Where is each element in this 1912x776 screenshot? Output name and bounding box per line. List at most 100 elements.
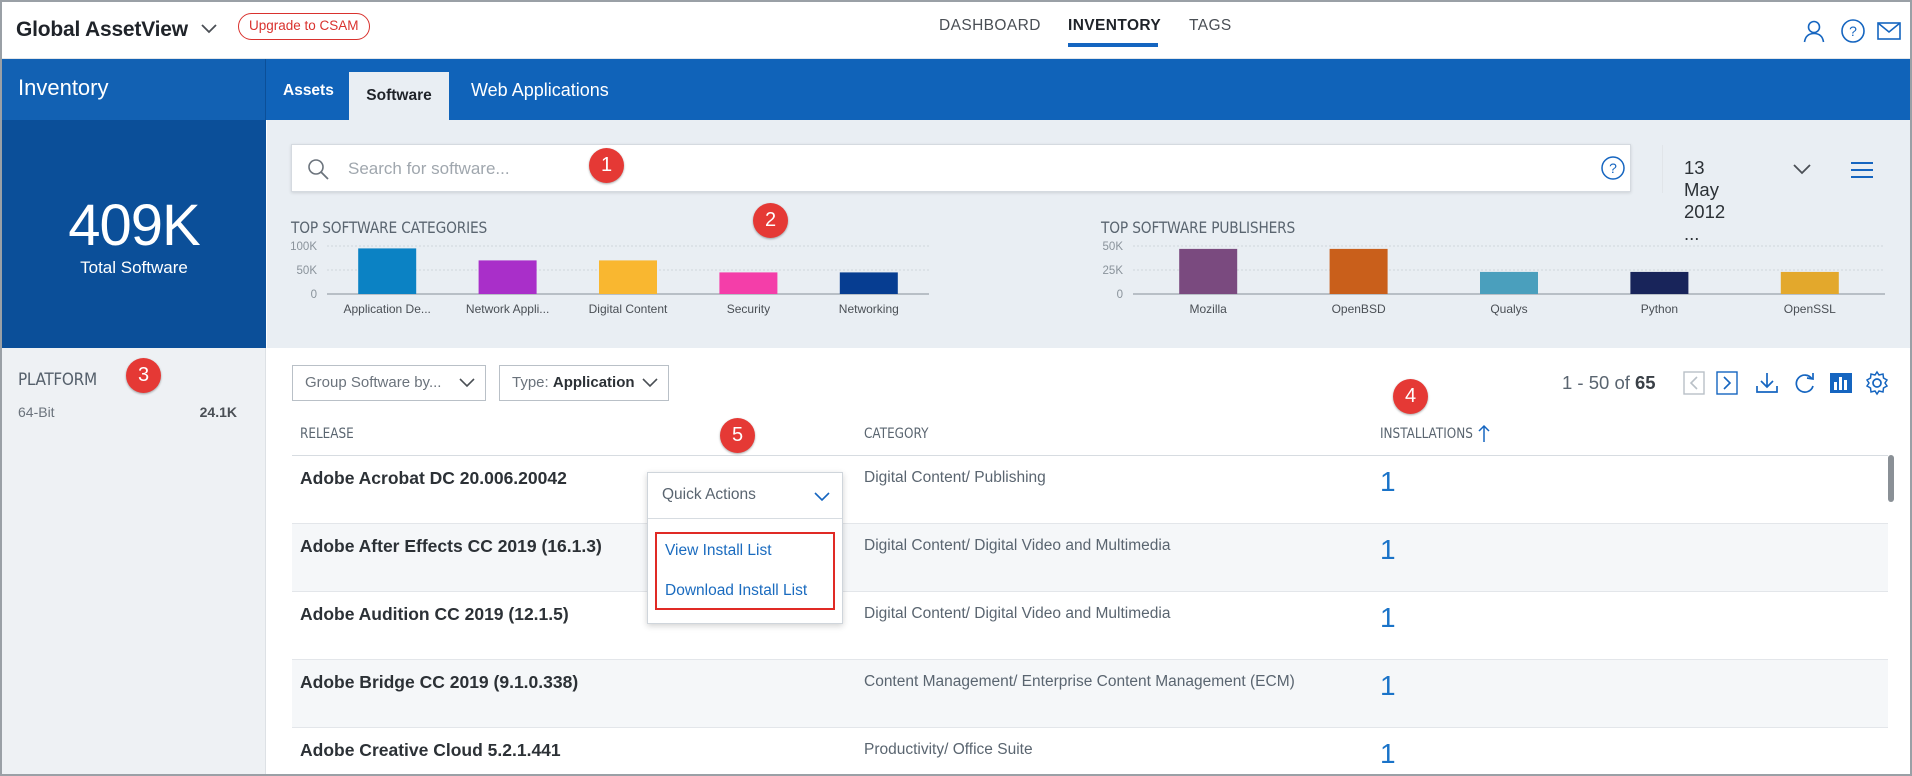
y-tick-label: 0 bbox=[1117, 289, 1123, 301]
chevron-down-icon[interactable] bbox=[1792, 161, 1812, 177]
table-row[interactable]: Adobe Creative Cloud 5.2.1.441 Productiv… bbox=[292, 728, 1888, 774]
mail-icon[interactable] bbox=[1876, 18, 1902, 44]
chart-bar bbox=[1179, 248, 1238, 294]
platform-filter-count: 24.1K bbox=[199, 404, 237, 420]
release-name[interactable]: Adobe After Effects CC 2019 (16.1.3) bbox=[300, 536, 602, 556]
installations-count[interactable]: 1 bbox=[1380, 670, 1396, 701]
view-install-list-item[interactable]: View Install List bbox=[665, 542, 772, 559]
download-install-list-item[interactable]: Download Install List bbox=[665, 582, 808, 599]
installations-count[interactable]: 1 bbox=[1380, 534, 1396, 565]
chart-bar bbox=[1780, 271, 1839, 294]
settings-icon[interactable] bbox=[1864, 370, 1890, 396]
y-tick-label: 50K bbox=[297, 265, 318, 277]
total-software-label: Total Software bbox=[80, 258, 188, 277]
table-header: RELEASE CATEGORY INSTALLATIONS bbox=[292, 420, 1888, 456]
chart-bar bbox=[358, 248, 417, 294]
release-name[interactable]: Adobe Acrobat DC 20.006.20042 bbox=[300, 468, 567, 488]
x-tick-label: Digital Content bbox=[589, 302, 668, 316]
nav-tags[interactable]: TAGS bbox=[1189, 17, 1232, 34]
release-name[interactable]: Adobe Creative Cloud 5.2.1.441 bbox=[300, 740, 561, 760]
tab-assets[interactable]: Assets bbox=[283, 82, 334, 99]
upgrade-button[interactable]: Upgrade to CSAM bbox=[238, 13, 370, 40]
nav-dashboard[interactable]: DASHBOARD bbox=[939, 17, 1041, 34]
help-icon[interactable]: ? bbox=[1840, 18, 1866, 44]
x-tick-label: Application De... bbox=[344, 302, 431, 316]
next-page-button[interactable] bbox=[1714, 370, 1740, 396]
type-filter-prefix: Type: bbox=[512, 374, 553, 391]
pagination-range: 1 - 50 of bbox=[1562, 372, 1636, 393]
y-tick-label: 100K bbox=[290, 241, 317, 253]
category-cell: Content Management/ Enterprise Content M… bbox=[864, 673, 1295, 690]
chart-bar bbox=[1329, 248, 1388, 294]
date-select[interactable]: 13 May 2012 ... bbox=[1684, 157, 1726, 244]
nav-inventory[interactable]: INVENTORY bbox=[1068, 17, 1162, 34]
chart-title-publishers: TOP SOFTWARE PUBLISHERS bbox=[1101, 218, 1296, 237]
table-scrollbar[interactable] bbox=[1888, 455, 1894, 502]
x-tick-label: Python bbox=[1641, 302, 1678, 316]
total-software-value: 409K bbox=[68, 193, 200, 258]
table-row[interactable]: Adobe After Effects CC 2019 (16.1.3) Dig… bbox=[292, 524, 1888, 592]
x-tick-label: Network Appli... bbox=[466, 302, 549, 316]
section-title: Inventory bbox=[18, 75, 109, 100]
section-header: Inventory Assets Software Web Applicatio… bbox=[2, 59, 1910, 120]
search-help-icon[interactable]: ? bbox=[1600, 155, 1626, 181]
x-tick-label: Mozilla bbox=[1190, 302, 1228, 316]
installations-count[interactable]: 1 bbox=[1380, 738, 1396, 769]
top-bar: Global AssetView Upgrade to CSAM DASHBOA… bbox=[2, 2, 1910, 59]
chevron-down-icon[interactable] bbox=[814, 491, 830, 503]
group-by-label: Group Software by... bbox=[305, 374, 442, 391]
user-icon[interactable] bbox=[1801, 18, 1827, 44]
divider bbox=[648, 518, 842, 519]
sort-ascending-icon[interactable] bbox=[1477, 424, 1491, 444]
previous-page-button[interactable] bbox=[1681, 370, 1707, 396]
chart-bar bbox=[839, 272, 898, 294]
y-tick-label: 25K bbox=[1103, 265, 1124, 277]
installations-count[interactable]: 1 bbox=[1380, 602, 1396, 633]
group-by-dropdown[interactable]: Group Software by... bbox=[292, 365, 486, 401]
report-icon[interactable] bbox=[1828, 370, 1854, 396]
chart-bar bbox=[1480, 271, 1538, 294]
search-and-charts: 13 May 2012 ... ? TOP SOFTWARE CATEGORIE… bbox=[267, 120, 1910, 348]
quick-actions-highlight bbox=[655, 532, 835, 610]
search-icon bbox=[308, 159, 329, 180]
svg-text:?: ? bbox=[1849, 23, 1857, 39]
menu-icon[interactable] bbox=[1849, 160, 1875, 180]
categories-chart: 100K 50K 0 Application De... Network Appli..… bbox=[290, 241, 929, 316]
chart-bar bbox=[478, 260, 537, 294]
category-cell: Productivity/ Office Suite bbox=[864, 741, 1033, 758]
chevron-down-icon bbox=[642, 378, 658, 388]
refresh-icon[interactable] bbox=[1792, 370, 1818, 396]
callout-marker: 4 bbox=[1393, 379, 1428, 414]
search-input[interactable] bbox=[348, 158, 1248, 180]
column-header-installations[interactable]: INSTALLATIONS bbox=[1380, 426, 1473, 442]
column-header-release[interactable]: RELEASE bbox=[300, 426, 354, 442]
divider bbox=[1662, 145, 1663, 193]
table-row[interactable]: Adobe Audition CC 2019 (12.1.5) Digital … bbox=[292, 592, 1888, 660]
category-cell: Digital Content/ Digital Video and Multi… bbox=[864, 605, 1171, 622]
quick-actions-menu: Quick Actions View Install List Download… bbox=[647, 472, 843, 624]
type-filter-dropdown[interactable]: Type: Application bbox=[499, 365, 669, 401]
table-row[interactable]: Adobe Acrobat DC 20.006.20042 Digital Co… bbox=[292, 456, 1888, 524]
search-bar: 13 May 2012 ... bbox=[291, 144, 1811, 244]
pagination-info: 1 - 50 of 65 bbox=[1562, 372, 1656, 394]
x-tick-label: Security bbox=[727, 302, 770, 316]
app-title[interactable]: Global AssetView bbox=[16, 18, 188, 41]
active-nav-indicator bbox=[1068, 43, 1158, 47]
table-row[interactable]: Adobe Bridge CC 2019 (9.1.0.338) Content… bbox=[292, 660, 1888, 728]
callout-marker: 2 bbox=[753, 203, 788, 238]
platform-filter-item[interactable]: 64-Bit bbox=[18, 404, 55, 420]
tab-software[interactable]: Software bbox=[349, 72, 449, 120]
download-icon[interactable] bbox=[1754, 370, 1780, 396]
release-name[interactable]: Adobe Bridge CC 2019 (9.1.0.338) bbox=[300, 672, 579, 692]
quick-actions-dropdown[interactable]: Quick Actions bbox=[662, 486, 756, 503]
tab-web-applications[interactable]: Web Applications bbox=[471, 80, 609, 100]
filter-panel: PLATFORM 64-Bit 24.1K bbox=[2, 348, 266, 774]
publishers-chart: 50K 25K 0 Mozilla OpenBSD Qualys Python OpenSSL bbox=[1103, 241, 1885, 316]
installations-count[interactable]: 1 bbox=[1380, 466, 1396, 497]
release-name[interactable]: Adobe Audition CC 2019 (12.1.5) bbox=[300, 604, 569, 624]
chevron-down-icon[interactable] bbox=[200, 22, 218, 36]
type-filter-value: Application bbox=[552, 374, 635, 391]
category-cell: Digital Content/ Digital Video and Multi… bbox=[864, 537, 1171, 554]
column-header-category[interactable]: CATEGORY bbox=[864, 426, 929, 442]
